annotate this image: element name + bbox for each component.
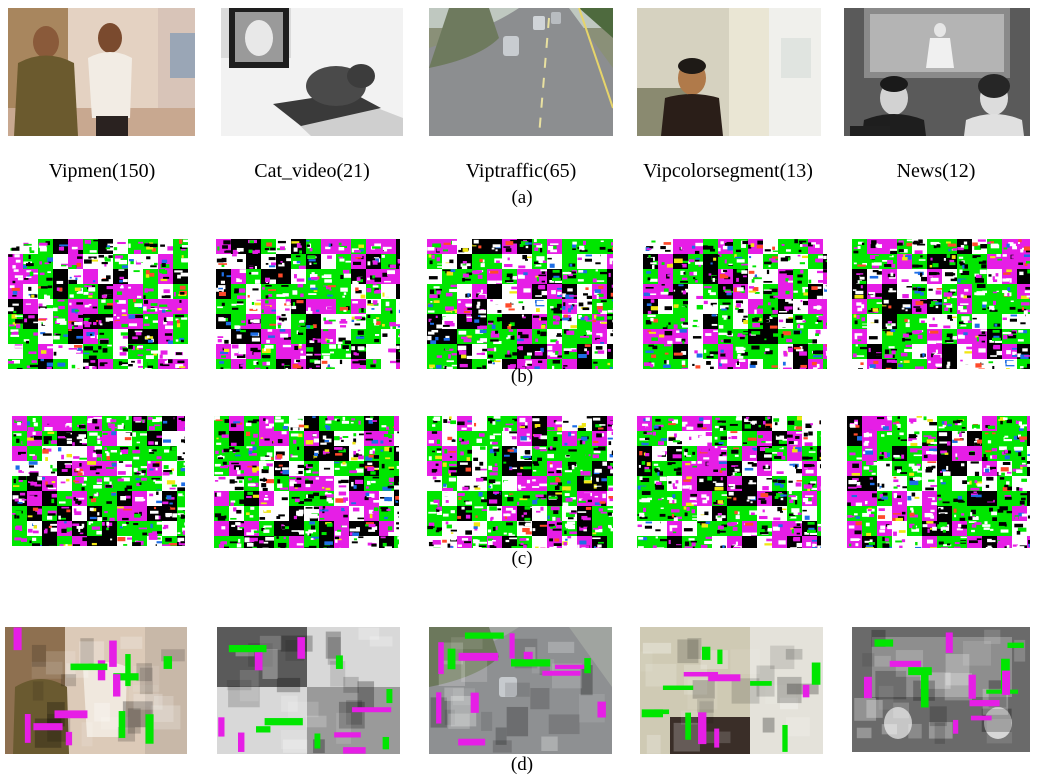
vipcolorsegment-frame [637,8,821,136]
recovered-frame-news [852,627,1030,752]
scrambled-frame-b-vipcolorsegment [643,239,827,369]
cat-video-frame [221,8,403,136]
recovered-frame-viptraffic [429,627,612,754]
recovered-frame-vipmen [5,627,187,754]
caption-c: (c) [511,548,533,569]
scrambled-frame-b-vipmen [8,239,188,369]
scrambled-frame-b-viptraffic [427,239,613,369]
video-label: Vipmen(150) [48,160,156,182]
caption-d: (d) [510,754,534,775]
video-label: Vipcolorsegment(13) [643,160,813,182]
news-frame [844,8,1030,136]
scrambled-frame-c-vipmen [12,416,185,546]
viptraffic-frame [429,8,613,136]
video-label: Cat_video(21) [254,160,370,182]
video-label: News(12) [896,160,976,182]
scrambled-frame-c-viptraffic [427,416,613,548]
scrambled-frame-c-news [847,416,1030,548]
scrambled-frame-c-cat-video [214,416,399,548]
video-label: Viptraffic(65) [465,160,577,182]
caption-a: (a) [511,187,533,208]
caption-b: (b) [510,366,534,387]
recovered-frame-vipcolorsegment [640,627,823,754]
vipmen-frame [8,8,195,136]
scrambled-frame-c-vipcolorsegment [637,416,821,548]
recovered-frame-cat-video [217,627,400,754]
scrambled-frame-b-cat-video [216,239,400,369]
scrambled-frame-b-news [852,239,1030,369]
